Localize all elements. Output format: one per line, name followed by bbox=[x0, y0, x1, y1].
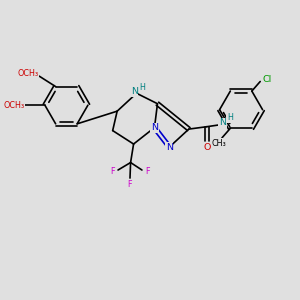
Text: N: N bbox=[131, 87, 138, 96]
Text: O: O bbox=[203, 142, 210, 152]
Text: N: N bbox=[166, 142, 173, 152]
Text: OCH₃: OCH₃ bbox=[4, 101, 25, 110]
Text: H: H bbox=[227, 113, 233, 122]
Text: CH₃: CH₃ bbox=[211, 139, 226, 148]
Text: F: F bbox=[110, 167, 115, 176]
Text: H: H bbox=[139, 83, 145, 92]
Text: N: N bbox=[151, 123, 158, 132]
Text: Cl: Cl bbox=[262, 75, 272, 84]
Text: OCH₃: OCH₃ bbox=[17, 69, 38, 78]
Text: F: F bbox=[145, 167, 150, 176]
Text: F: F bbox=[128, 180, 132, 189]
Text: N: N bbox=[219, 118, 226, 127]
